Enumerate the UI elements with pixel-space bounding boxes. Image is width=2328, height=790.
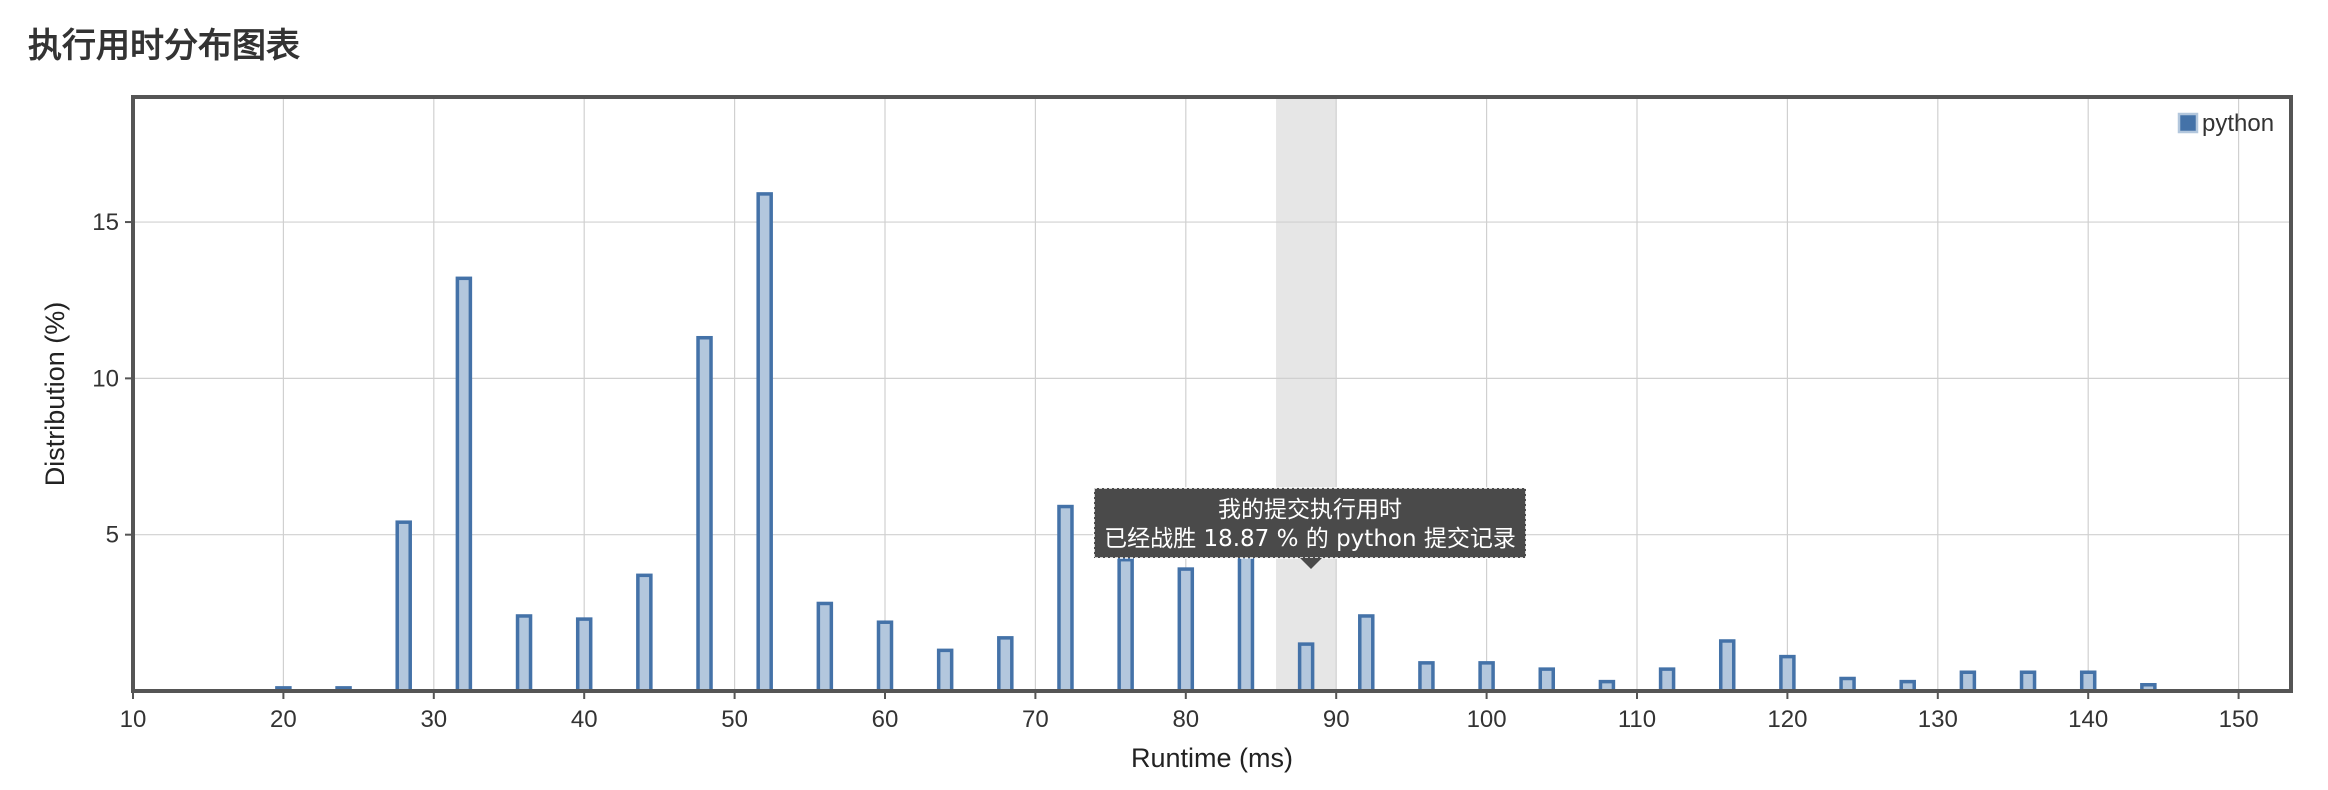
bar-python[interactable]	[2079, 670, 2097, 693]
plot-frame	[131, 95, 2293, 693]
y-axis-title: Distribution (%)	[40, 302, 70, 487]
bar-python[interactable]	[1358, 614, 1375, 693]
legend-swatch-python	[2177, 112, 2199, 134]
x-tick-label: 150	[2219, 706, 2259, 733]
y-tick-label: 5	[106, 522, 119, 549]
legend[interactable]: python	[2177, 110, 2274, 137]
x-tick-label: 70	[1022, 706, 1049, 733]
bar-python[interactable]	[1779, 654, 1796, 693]
x-tick-label: 60	[872, 706, 899, 733]
bar-python[interactable]	[515, 614, 533, 693]
y-tick-label: 15	[92, 209, 119, 236]
bar-python[interactable]	[395, 520, 412, 693]
bar-python[interactable]	[1478, 661, 1495, 693]
x-tick-label: 140	[2068, 706, 2108, 733]
highlight-band	[1276, 97, 1337, 691]
bar-python[interactable]	[2019, 670, 2037, 693]
bar-python[interactable]	[1959, 670, 1977, 693]
tooltip-line-1: 我的提交执行用时	[1218, 497, 1402, 523]
bar-python[interactable]	[756, 192, 773, 693]
x-tick-label: 80	[1172, 706, 1199, 733]
page-title: 执行用时分布图表	[28, 26, 300, 66]
x-tick-label: 120	[1767, 706, 1807, 733]
y-tick-label: 10	[92, 365, 119, 392]
x-tick-label: 20	[270, 706, 297, 733]
bar-python[interactable]	[455, 276, 473, 693]
bar-python[interactable]	[936, 648, 954, 693]
bar-python[interactable]	[1538, 667, 1556, 693]
x-axis-title: Runtime (ms)	[1131, 743, 1293, 773]
legend-label-python: python	[2202, 110, 2274, 137]
bar-python[interactable]	[1418, 661, 1435, 693]
bar-python[interactable]	[816, 601, 834, 693]
x-tick-label: 10	[120, 706, 147, 733]
runtime-tooltip: 我的提交执行用时 已经战胜 18.87 % 的 python 提交记录	[1093, 487, 1527, 569]
bar-python[interactable]	[1237, 554, 1255, 693]
bar-python[interactable]	[1658, 667, 1676, 693]
bar-python[interactable]	[636, 573, 653, 693]
bar-python[interactable]	[1057, 504, 1074, 693]
bar-python[interactable]	[1117, 557, 1134, 693]
tooltip-line-2: 已经战胜 18.87 % 的 python 提交记录	[1104, 526, 1516, 552]
tooltip-box	[1093, 487, 1527, 559]
x-tick-label: 130	[1918, 706, 1958, 733]
bar-python[interactable]	[997, 636, 1014, 693]
bar-python[interactable]	[1177, 567, 1195, 693]
tooltip-arrow	[1300, 558, 1322, 569]
bar-python[interactable]	[575, 617, 593, 693]
bar-python[interactable]	[1297, 642, 1315, 693]
bar-python[interactable]	[1718, 639, 1736, 693]
x-tick-label: 110	[1618, 706, 1656, 733]
x-tick-label: 40	[571, 706, 598, 733]
x-tick-label: 50	[721, 706, 748, 733]
x-tick-label: 90	[1323, 706, 1350, 733]
x-tick-label: 30	[420, 706, 447, 733]
bar-python[interactable]	[696, 335, 713, 693]
bar-python[interactable]	[876, 620, 894, 693]
x-tick-label: 100	[1467, 706, 1507, 733]
